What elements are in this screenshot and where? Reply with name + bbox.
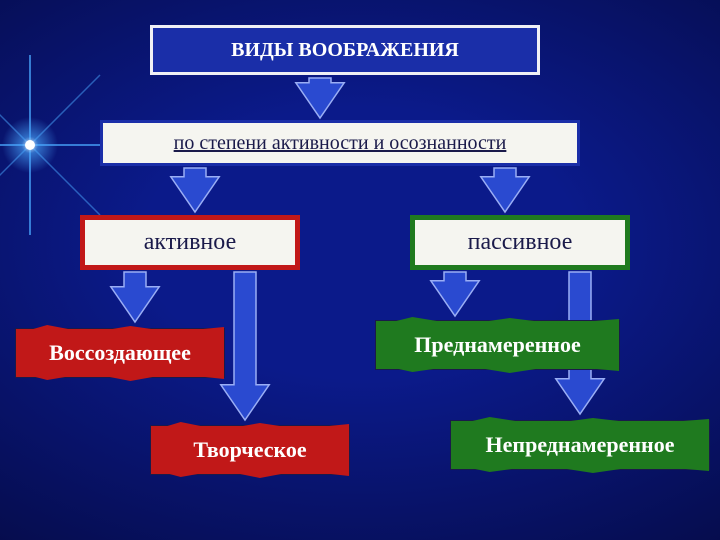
arrow bbox=[219, 272, 272, 420]
ribbon-unintentional: Непреднамеренное bbox=[450, 420, 710, 470]
box-label: ВИДЫ ВООБРАЖЕНИЯ bbox=[231, 39, 459, 62]
arrow bbox=[429, 272, 482, 316]
ribbon-label: Творческое bbox=[193, 437, 306, 463]
box-label: по степени активности и осознанности bbox=[174, 132, 507, 155]
ribbon-recreating: Воссоздающее bbox=[15, 328, 225, 378]
arrow bbox=[294, 78, 347, 118]
arrow bbox=[169, 168, 222, 212]
ribbon-label: Преднамеренное bbox=[414, 332, 581, 358]
ribbon-intentional: Преднамеренное bbox=[375, 320, 620, 370]
box-active: активное bbox=[80, 215, 300, 270]
box-criterion: по степени активности и осознанности bbox=[100, 120, 580, 166]
box-label: активное bbox=[144, 229, 236, 256]
box-label: пассивное bbox=[468, 229, 573, 256]
ribbon-label: Воссоздающее bbox=[49, 340, 191, 366]
arrow bbox=[109, 272, 162, 322]
box-title: ВИДЫ ВООБРАЖЕНИЯ bbox=[150, 25, 540, 75]
box-passive: пассивное bbox=[410, 215, 630, 270]
arrow bbox=[479, 168, 532, 212]
ribbon-label: Непреднамеренное bbox=[486, 432, 675, 458]
diagram-stage: ВИДЫ ВООБРАЖЕНИЯ по степени активности и … bbox=[0, 0, 720, 540]
ribbon-creative: Творческое bbox=[150, 425, 350, 475]
